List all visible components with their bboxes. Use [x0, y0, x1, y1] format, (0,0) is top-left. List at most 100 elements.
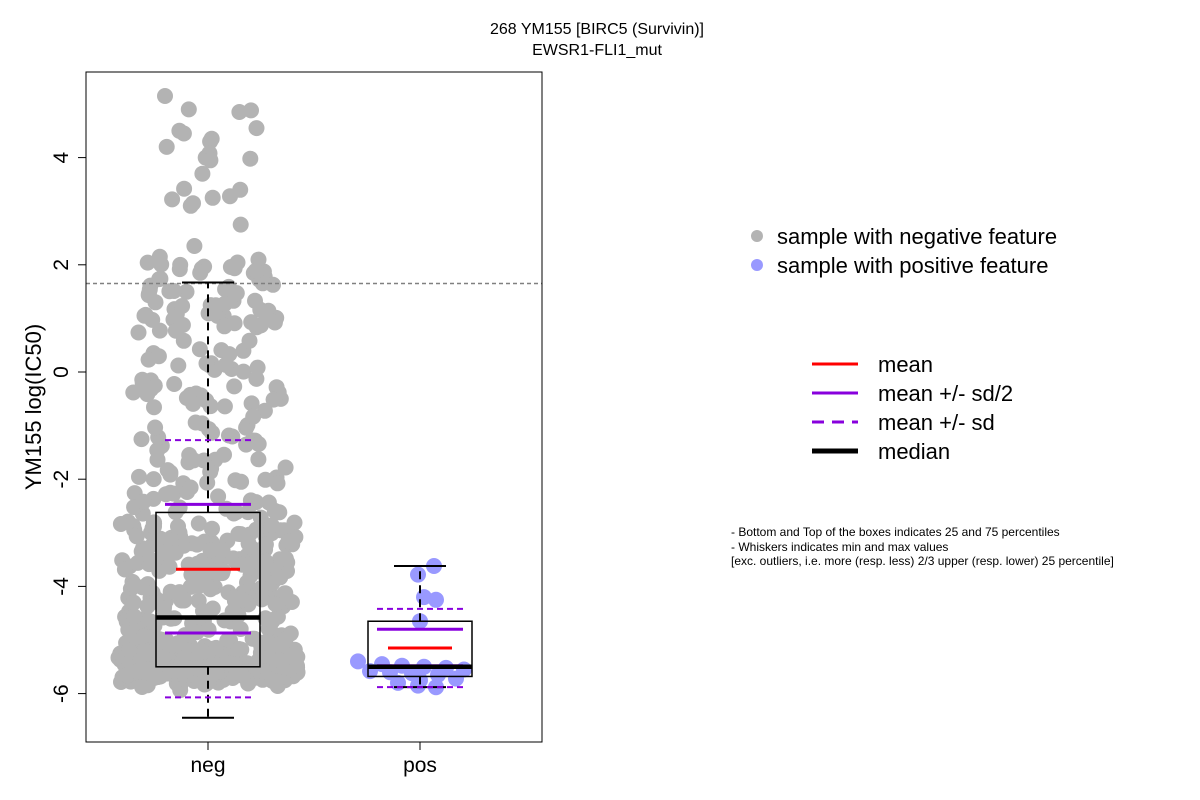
- y-tick-label: 4: [50, 151, 73, 163]
- plot-frame: [85, 71, 543, 743]
- data-point-neg: [230, 525, 247, 542]
- data-point-neg: [208, 663, 225, 680]
- data-point-neg: [176, 592, 193, 609]
- data-point-neg: [185, 452, 202, 469]
- data-point-neg: [210, 488, 227, 505]
- data-point-neg: [243, 314, 260, 331]
- data-point-neg: [250, 436, 267, 452]
- data-point-neg: [222, 259, 239, 275]
- data-point-pos: [350, 653, 366, 670]
- data-point-neg: [194, 165, 211, 182]
- data-point-neg: [241, 332, 258, 349]
- data-point-neg: [234, 592, 251, 609]
- data-point-neg: [253, 591, 270, 608]
- data-point-neg: [170, 357, 187, 374]
- data-point-neg: [146, 399, 162, 416]
- data-point-neg: [249, 359, 266, 376]
- data-point-neg: [208, 639, 224, 656]
- data-point-neg: [202, 581, 219, 598]
- data-point-pos: [410, 677, 426, 694]
- data-point-neg: [226, 315, 243, 332]
- data-point-neg: [200, 621, 217, 638]
- note-line-3: [exc. outliers, i.e. more (resp. less) 2…: [731, 554, 1114, 568]
- data-point-neg: [245, 408, 262, 425]
- data-point-neg: [257, 471, 274, 488]
- data-point-neg: [198, 392, 215, 409]
- data-point-neg: [126, 608, 143, 625]
- data-point-neg: [162, 532, 179, 549]
- data-point-neg: [222, 188, 238, 205]
- y-tick-label: -4: [50, 577, 73, 596]
- data-point-neg: [271, 652, 288, 669]
- data-point-neg: [162, 466, 179, 483]
- data-point-neg: [152, 270, 169, 287]
- y-axis: -6 -4 -2 0 2 4: [50, 151, 86, 703]
- data-point-neg: [192, 264, 209, 281]
- data-point-neg: [277, 630, 294, 647]
- data-point-neg: [243, 395, 260, 412]
- data-point-neg: [157, 88, 173, 104]
- data-point-neg: [253, 580, 270, 596]
- data-point-neg: [151, 322, 168, 339]
- chart-subtitle: EWSR1-FLI1_mut: [532, 42, 662, 59]
- data-point-neg: [204, 520, 220, 537]
- data-point-neg: [151, 248, 168, 265]
- data-point-neg: [271, 504, 288, 521]
- data-point-neg: [232, 216, 249, 233]
- legend-positive-label: sample with positive feature: [777, 253, 1048, 278]
- data-point-neg: [231, 104, 248, 120]
- legend-median-label: median: [878, 439, 950, 464]
- data-point-neg: [141, 661, 158, 678]
- data-point-neg: [112, 516, 129, 532]
- data-point-neg: [189, 536, 205, 553]
- data-point-neg: [155, 600, 172, 617]
- data-point-neg: [186, 238, 203, 254]
- data-point-neg: [128, 528, 145, 545]
- data-point-neg: [135, 540, 151, 557]
- data-point-pos: [390, 674, 406, 691]
- data-point-neg: [265, 391, 282, 408]
- y-tick-label: -2: [50, 470, 73, 489]
- note-line-1: - Bottom and Top of the boxes indicates …: [731, 525, 1060, 539]
- data-point-neg: [189, 555, 206, 572]
- data-point-neg: [257, 304, 274, 321]
- data-point-neg: [238, 436, 255, 453]
- data-point-neg: [216, 295, 233, 312]
- data-point-neg: [182, 479, 199, 496]
- data-point-pos: [428, 591, 444, 608]
- data-point-neg: [263, 517, 280, 534]
- data-point-neg: [256, 634, 273, 651]
- plot-area: -6 -4 -2 0 2 4 neg pos: [50, 71, 543, 777]
- data-point-neg: [162, 583, 179, 600]
- data-point-neg: [139, 598, 156, 615]
- legend-negative-marker: [751, 230, 763, 242]
- data-point-neg: [121, 642, 138, 659]
- data-point-neg: [167, 309, 184, 326]
- data-point-pos: [448, 670, 464, 687]
- data-point-neg: [280, 533, 297, 550]
- data-point-neg: [195, 603, 211, 619]
- legend-positive-marker: [751, 259, 763, 271]
- data-point-neg: [167, 322, 184, 339]
- data-point-neg: [178, 283, 195, 300]
- data-point-neg: [202, 297, 219, 314]
- data-point-neg: [191, 341, 208, 358]
- data-point-neg: [125, 594, 142, 611]
- data-point-neg: [272, 569, 289, 586]
- data-point-neg: [166, 376, 183, 392]
- data-point-neg: [145, 471, 162, 488]
- data-point-neg: [133, 431, 150, 448]
- data-point-neg: [136, 307, 153, 324]
- legend: sample with negative feature sample with…: [751, 224, 1057, 464]
- data-point-neg: [151, 631, 168, 648]
- data-point-neg: [180, 101, 197, 118]
- data-point-neg: [269, 475, 286, 492]
- data-point-neg: [162, 484, 179, 501]
- data-point-neg: [257, 610, 274, 627]
- data-point-neg: [131, 468, 147, 485]
- data-point-neg: [224, 428, 241, 445]
- data-point-neg: [254, 564, 271, 581]
- data-point-neg: [247, 262, 264, 279]
- data-point-neg: [198, 355, 215, 372]
- data-point-neg: [170, 518, 186, 535]
